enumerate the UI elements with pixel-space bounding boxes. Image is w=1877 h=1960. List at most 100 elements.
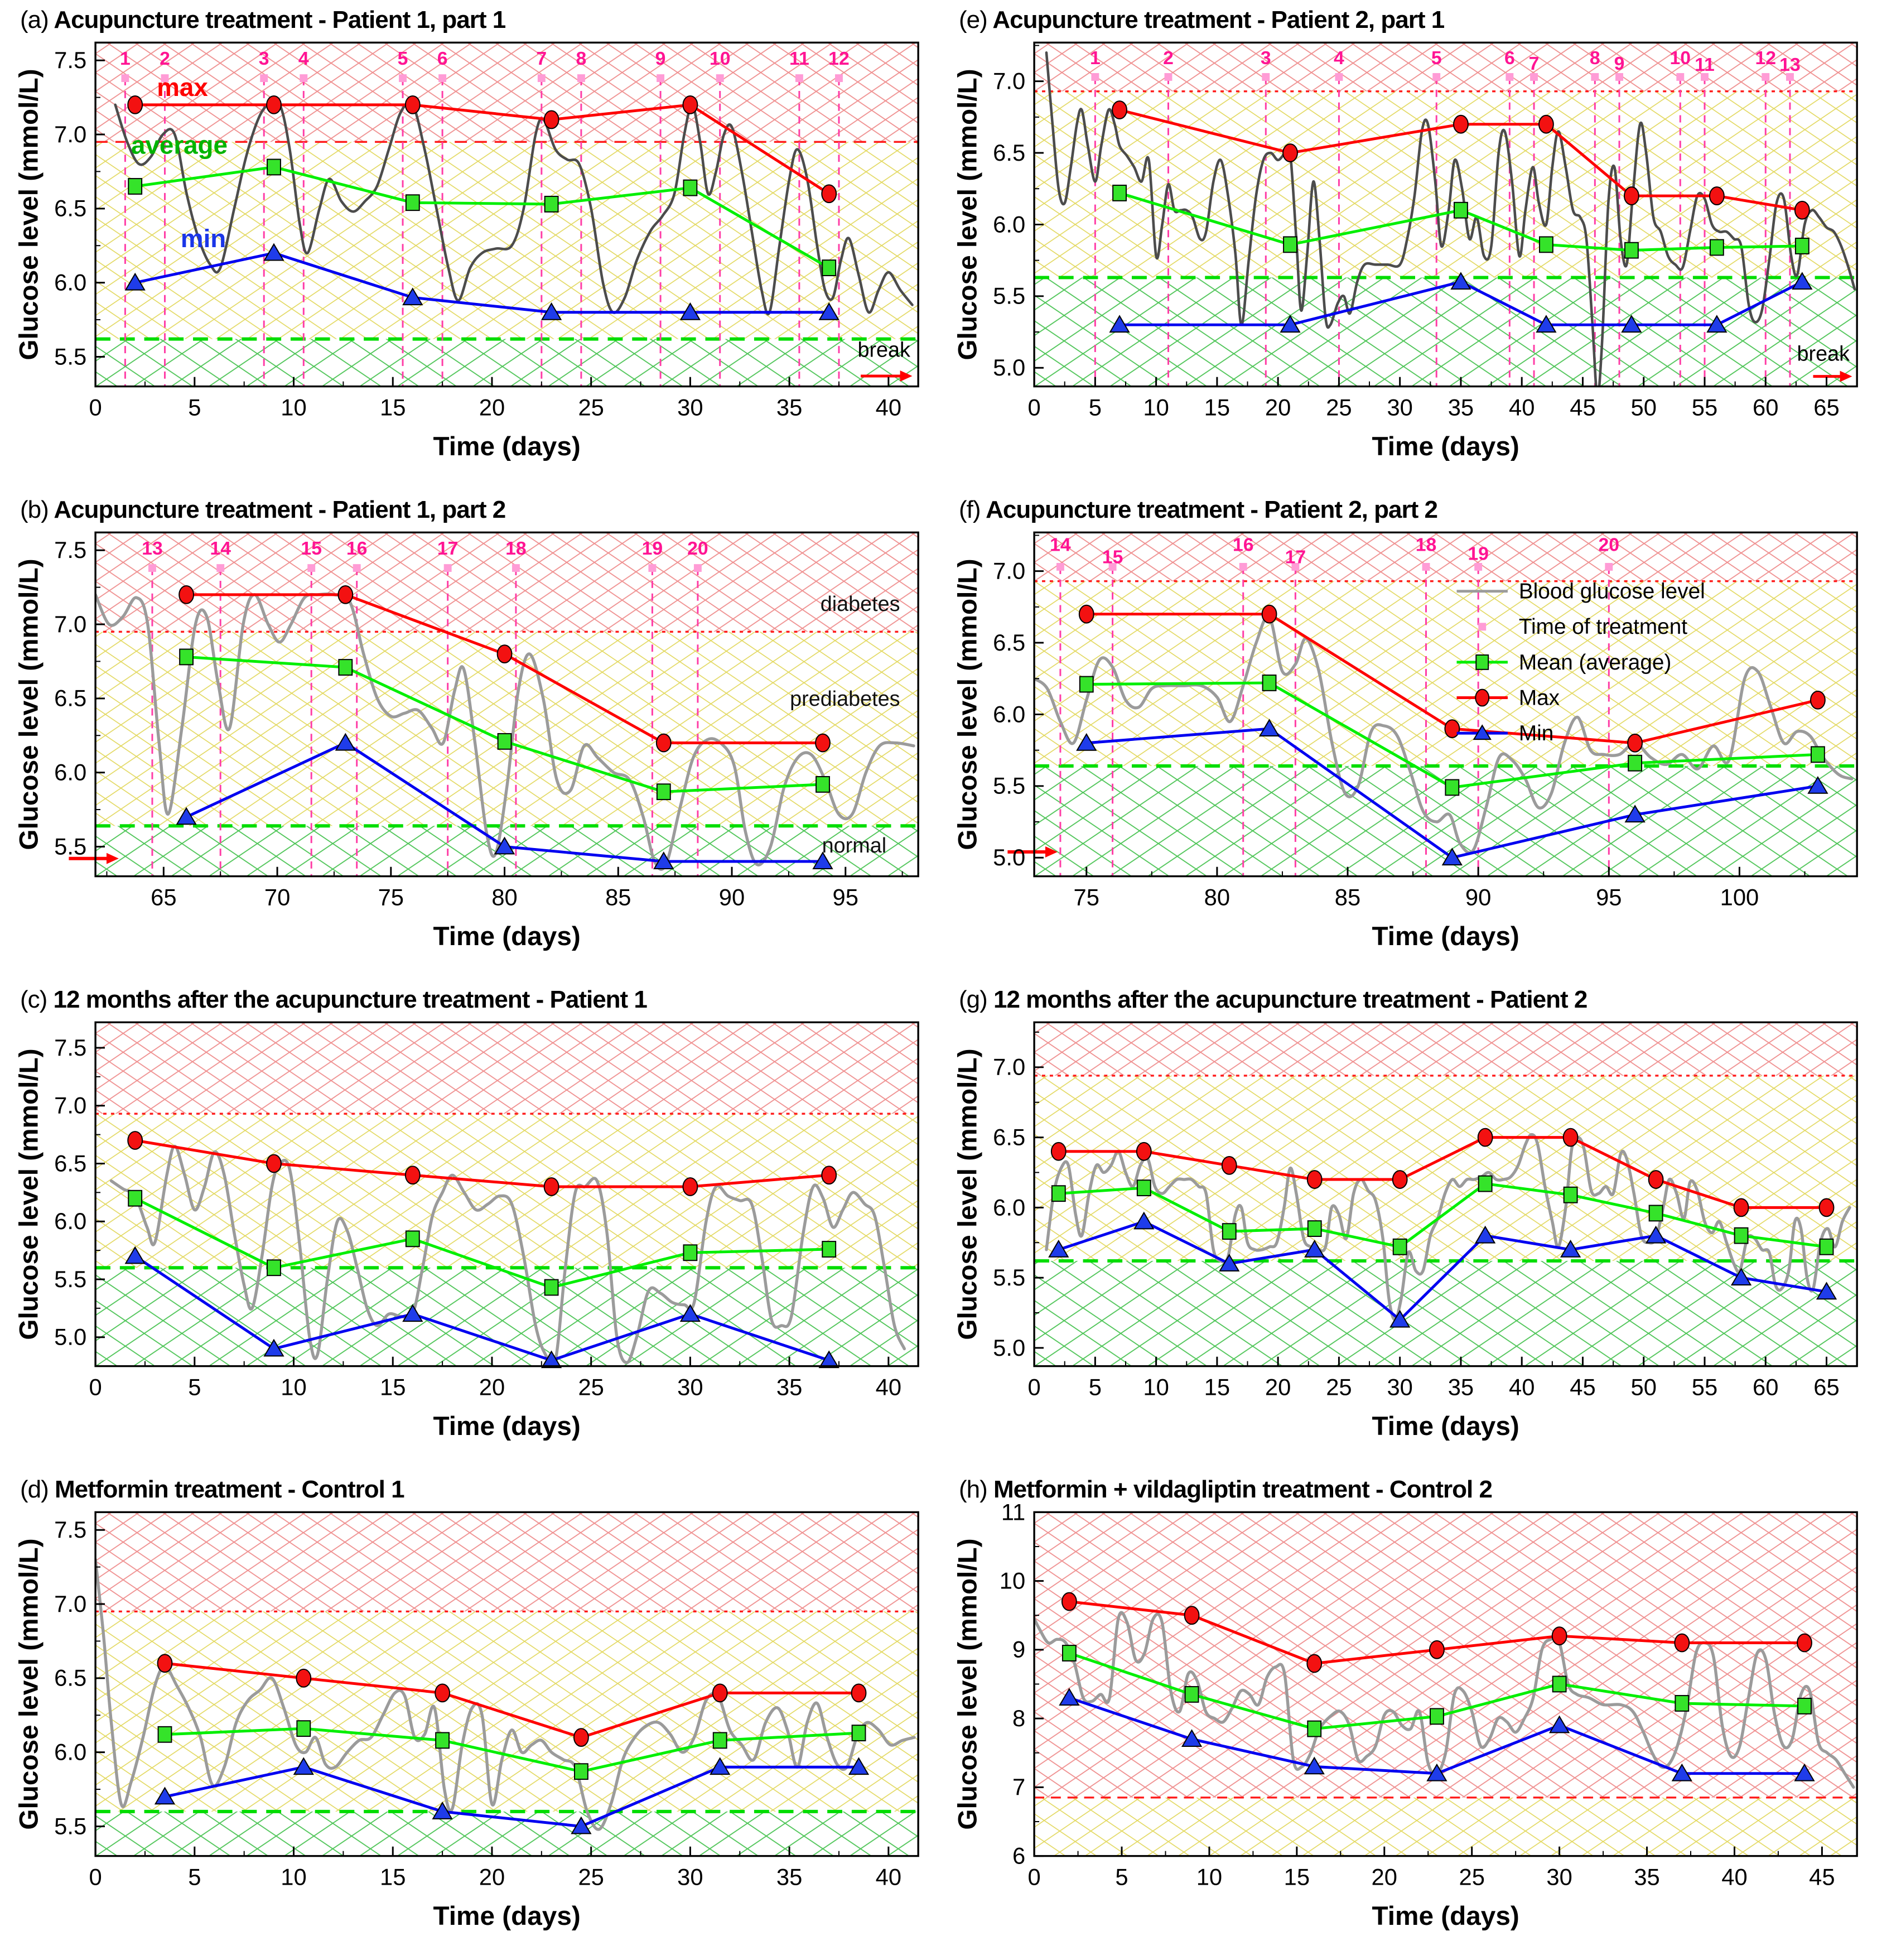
legend-label: Max bbox=[1519, 686, 1560, 710]
legend-label: Blood glucose level bbox=[1519, 580, 1705, 604]
max-marker bbox=[1221, 1156, 1237, 1176]
y-axis-label: Glucose level (mmol/L) bbox=[953, 1049, 983, 1340]
x-tick-label: 40 bbox=[876, 1864, 901, 1890]
annotations bbox=[1007, 846, 1058, 858]
x-tick-label: 30 bbox=[1546, 1864, 1572, 1890]
max-marker bbox=[296, 1669, 312, 1688]
axes: 65 70 75 80 85 90 95 5.5 6.0 6.5 7.0 7.5 Time (days)… bbox=[15, 532, 919, 951]
mean-marker bbox=[296, 1720, 311, 1737]
min-marker bbox=[1730, 1268, 1752, 1286]
y-axis-label: Glucose level (mmol/L) bbox=[953, 69, 983, 360]
mean-marker bbox=[544, 196, 559, 213]
x-tick-label: 80 bbox=[1204, 884, 1230, 911]
treatment-lines: 1 2 3 4 5 6 7 8 9 10 11 12 13 bbox=[1090, 47, 1801, 387]
x-tick-label: 80 bbox=[491, 884, 517, 911]
treatment-number: 19 bbox=[1468, 543, 1489, 565]
mean-marker bbox=[435, 1732, 450, 1749]
panel-e-title: (e) Acupuncture treatment - Patient 2, p… bbox=[959, 6, 1445, 33]
mean-marker bbox=[338, 659, 353, 676]
panel-g: (g) 12 months after the acupuncture trea… bbox=[939, 980, 1877, 1470]
treatment-time-marker bbox=[1615, 73, 1623, 81]
x-tick-label: 0 bbox=[1027, 1374, 1040, 1400]
y-axis-label: Glucose level (mmol/L) bbox=[15, 1049, 44, 1340]
treatment-number: 20 bbox=[1599, 534, 1620, 556]
mean-marker bbox=[128, 1190, 143, 1207]
chart-svg-f: 14 15 16 17 18 19 20 Blood glucose level Time of… bbox=[953, 532, 1858, 951]
min-marker bbox=[1109, 315, 1130, 333]
zone-diabetes bbox=[95, 532, 919, 632]
x-axis-label: Time (days) bbox=[433, 922, 581, 951]
max-marker bbox=[543, 110, 559, 129]
chart-svg-g: 0 5 10 15 20 25 30 35 40 45 50 55 60 65 5.0 5.5 6.0 6.5 7.… bbox=[953, 1022, 1858, 1441]
max-marker bbox=[1306, 1170, 1323, 1190]
max-marker bbox=[815, 734, 831, 753]
mean-marker bbox=[1430, 1708, 1444, 1725]
blood-glucose-curve bbox=[95, 593, 915, 871]
min-marker bbox=[432, 1802, 453, 1820]
max-marker bbox=[178, 585, 195, 605]
treatment-number: 14 bbox=[1050, 534, 1071, 556]
mean-marker bbox=[1563, 1187, 1578, 1204]
treatment-number: 20 bbox=[687, 538, 708, 560]
treatment-time-marker bbox=[121, 74, 129, 83]
x-tick-label: 40 bbox=[1509, 1374, 1535, 1400]
treatment-time-marker bbox=[1262, 73, 1270, 81]
min-marker bbox=[1536, 315, 1557, 333]
treatment-time-marker bbox=[716, 74, 724, 83]
x-axis-label: Time (days) bbox=[1372, 922, 1519, 951]
zone-label-diabetes: diabetes bbox=[821, 593, 900, 617]
treatment-number: 10 bbox=[1670, 47, 1691, 69]
x-tick-label: 35 bbox=[776, 1374, 802, 1400]
plot-area: 1 2 3 4 5 6 7 8 9 10 11 12 bbox=[95, 42, 919, 387]
treatment-number: 9 bbox=[655, 49, 666, 70]
min-marker bbox=[1048, 1240, 1069, 1258]
x-tick-label: 40 bbox=[1721, 1864, 1747, 1890]
x-tick-label: 30 bbox=[677, 1374, 703, 1400]
y-tick-label: 6.0 bbox=[993, 1195, 1025, 1221]
annotations: break bbox=[1797, 343, 1852, 382]
axes: 0 5 10 15 20 25 30 35 40 45 6 7 8 9 10 11 Time (days) Glu… bbox=[953, 1504, 1858, 1931]
max-marker bbox=[1623, 186, 1639, 206]
zone-label-prediabetes: prediabetes bbox=[790, 688, 900, 711]
mean-marker bbox=[267, 1259, 281, 1277]
min-marker bbox=[541, 302, 562, 321]
series-label-min: min bbox=[181, 224, 226, 253]
mean-marker bbox=[1262, 675, 1277, 692]
x-tick-label: 5 bbox=[188, 1374, 201, 1400]
zone-diabetes bbox=[95, 1512, 919, 1612]
mean-marker bbox=[1675, 1695, 1690, 1712]
annotations: max average min break bbox=[131, 73, 913, 382]
min-series-line bbox=[1058, 1220, 1827, 1322]
treatment-time-marker bbox=[260, 74, 268, 83]
treatment-number: 18 bbox=[1416, 534, 1437, 556]
break-label: break bbox=[1797, 343, 1850, 366]
max-marker bbox=[682, 1177, 698, 1197]
panel-g-letter: (g) bbox=[959, 986, 988, 1013]
min-marker bbox=[402, 1304, 423, 1322]
panel-h: (h) Metformin + vildagliptin treatment -… bbox=[939, 1470, 1877, 1959]
min-marker bbox=[1706, 315, 1728, 333]
y-tick-label: 6.5 bbox=[993, 139, 1025, 166]
min-marker bbox=[679, 1304, 701, 1322]
treatment-number: 2 bbox=[1163, 47, 1174, 69]
min-marker bbox=[263, 1338, 284, 1357]
y-tick-label: 5.5 bbox=[993, 283, 1025, 309]
y-axis-label: Glucose level (mmol/L) bbox=[953, 1539, 983, 1830]
y-axis-label: Glucose level (mmol/L) bbox=[15, 1539, 44, 1830]
mean-marker bbox=[1445, 779, 1460, 796]
min-marker bbox=[1389, 1310, 1411, 1328]
y-tick-label: 5.5 bbox=[993, 773, 1025, 799]
panel-e-letter: (e) bbox=[959, 6, 988, 33]
y-tick-label: 5.5 bbox=[54, 834, 86, 860]
panel-f-title: (f) Acupuncture treatment - Patient 2, p… bbox=[959, 496, 1438, 523]
min-marker bbox=[1560, 1240, 1581, 1258]
y-tick-label: 8 bbox=[1012, 1705, 1025, 1731]
treatment-time-marker bbox=[1108, 563, 1117, 571]
max-marker bbox=[1797, 1633, 1812, 1653]
treatment-number: 9 bbox=[1614, 53, 1625, 74]
min-marker bbox=[124, 1246, 146, 1264]
treatment-number: 13 bbox=[1779, 54, 1801, 75]
panel-h-title: (h) Metformin + vildagliptin treatment -… bbox=[959, 1476, 1493, 1503]
max-marker bbox=[1733, 1198, 1749, 1217]
